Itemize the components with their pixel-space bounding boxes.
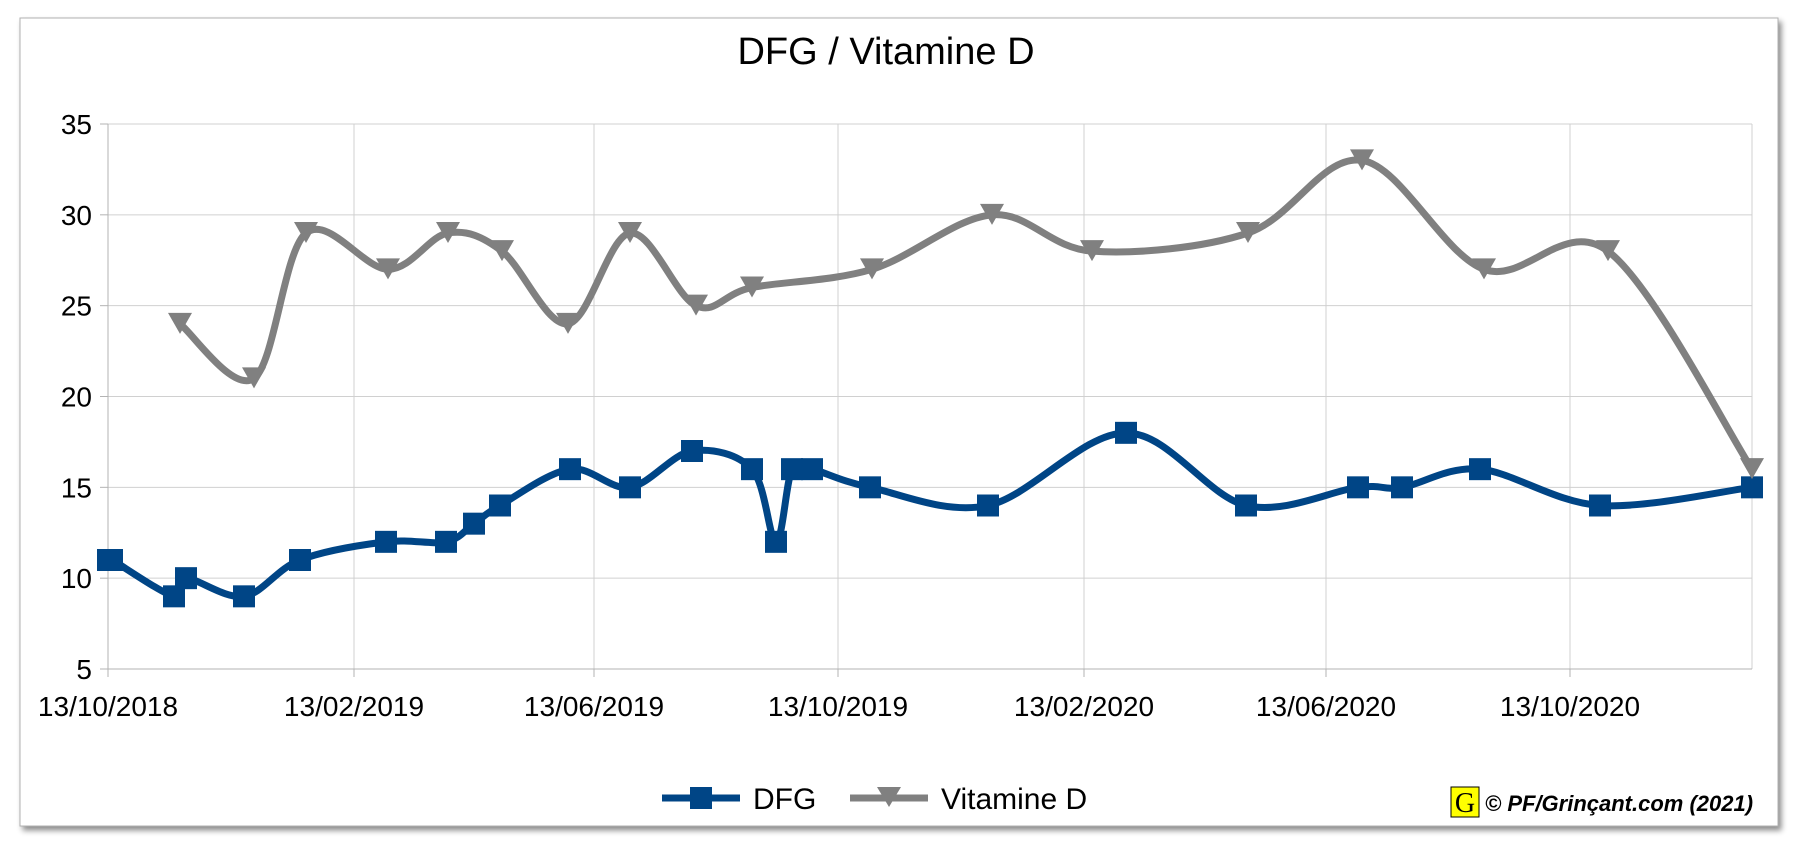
data-point-dfg bbox=[859, 476, 881, 499]
data-point-vitamine-d bbox=[1236, 222, 1260, 243]
data-point-dfg bbox=[375, 530, 397, 553]
data-point-dfg bbox=[1235, 494, 1257, 517]
data-point-vitamine-d bbox=[684, 294, 708, 316]
data-point-vitamine-d bbox=[1596, 240, 1620, 262]
chart-frame bbox=[19, 17, 1779, 827]
legend-vitamine-d-label: Vitamine D bbox=[941, 783, 1087, 816]
data-point-dfg bbox=[765, 530, 787, 553]
y-tick-label: 15 bbox=[61, 472, 92, 503]
data-point-dfg bbox=[1347, 476, 1369, 499]
data-point-dfg bbox=[1469, 458, 1491, 481]
data-point-vitamine-d bbox=[436, 222, 460, 243]
data-point-vitamine-d bbox=[376, 258, 400, 280]
y-tick-label: 5 bbox=[76, 654, 92, 685]
y-axis-tick-labels: 5 10 15 20 25 30 35 bbox=[61, 109, 92, 685]
data-point-vitamine-d bbox=[860, 258, 884, 280]
watermark: G © PF/Grinçant.com (2021) bbox=[1450, 786, 1753, 819]
data-point-dfg bbox=[741, 458, 763, 481]
x-axis-tick-labels: 13/10/2018 13/02/2019 13/06/2019 13/10/2019… bbox=[38, 691, 1640, 722]
data-point-dfg bbox=[1741, 476, 1763, 499]
data-point-vitamine-d bbox=[1740, 458, 1764, 480]
data-point-dfg bbox=[1589, 494, 1611, 517]
watermark-logo-box bbox=[1450, 786, 1480, 818]
data-point-vitamine-d bbox=[1472, 258, 1496, 280]
x-tick-label: 13/10/2019 bbox=[768, 691, 908, 722]
legend-item-dfg: DFG bbox=[662, 783, 816, 816]
data-point-dfg bbox=[977, 494, 999, 517]
data-point-dfg bbox=[559, 458, 581, 481]
x-tick-label: 13/10/2018 bbox=[38, 691, 178, 722]
y-tick-label: 10 bbox=[61, 563, 92, 594]
chart-title: DFG / Vitamine D bbox=[737, 31, 1034, 73]
data-point-dfg bbox=[101, 549, 123, 571]
data-point-vitamine-d bbox=[1080, 240, 1104, 262]
legend-vitamine-d-marker bbox=[877, 787, 901, 807]
x-tick-label: 13/06/2019 bbox=[524, 691, 664, 722]
watermark-logo-letter: G bbox=[1455, 788, 1475, 819]
data-point-dfg bbox=[489, 494, 511, 517]
data-point-vitamine-d bbox=[980, 203, 1004, 225]
data-point-dfg bbox=[681, 440, 703, 462]
data-point-vitamine-d bbox=[242, 367, 266, 389]
data-point-dfg bbox=[435, 530, 457, 553]
data-point-dfg bbox=[289, 549, 311, 571]
data-point-dfg bbox=[781, 458, 803, 481]
y-tick-label: 25 bbox=[61, 291, 92, 322]
y-tick-label: 35 bbox=[61, 109, 92, 140]
axes bbox=[100, 123, 1752, 677]
data-point-vitamine-d bbox=[618, 222, 642, 243]
data-point-vitamine-d bbox=[490, 240, 514, 262]
legend-item-vitamine-d: Vitamine D bbox=[850, 783, 1087, 816]
legend-dfg-label: DFG bbox=[753, 783, 816, 816]
data-point-vitamine-d bbox=[556, 312, 580, 334]
x-tick-label: 13/06/2020 bbox=[1256, 691, 1396, 722]
y-tick-label: 20 bbox=[61, 382, 92, 413]
data-point-dfg bbox=[233, 585, 255, 608]
data-point-dfg bbox=[619, 476, 641, 499]
legend-dfg-marker bbox=[690, 787, 712, 809]
data-point-vitamine-d bbox=[740, 276, 764, 298]
x-tick-label: 13/10/2020 bbox=[1500, 691, 1640, 722]
watermark-text: © PF/Grinçant.com (2021) bbox=[1485, 791, 1753, 816]
data-point-dfg bbox=[163, 585, 185, 608]
data-point-dfg bbox=[175, 567, 197, 590]
data-point-dfg bbox=[1115, 421, 1137, 444]
series-line-dfg bbox=[102, 429, 1756, 601]
data-point-dfg bbox=[1391, 476, 1413, 499]
data-point-dfg bbox=[463, 512, 485, 535]
legend: DFG Vitamine D bbox=[662, 783, 1087, 816]
data-point-vitamine-d bbox=[294, 222, 318, 243]
series-markers bbox=[97, 149, 1764, 608]
x-tick-label: 13/02/2019 bbox=[284, 691, 424, 722]
x-tick-label: 13/02/2020 bbox=[1014, 691, 1154, 722]
y-tick-label: 30 bbox=[61, 200, 92, 231]
data-point-dfg bbox=[801, 458, 823, 481]
data-point-vitamine-d bbox=[168, 312, 192, 334]
data-point-vitamine-d bbox=[1350, 149, 1374, 171]
